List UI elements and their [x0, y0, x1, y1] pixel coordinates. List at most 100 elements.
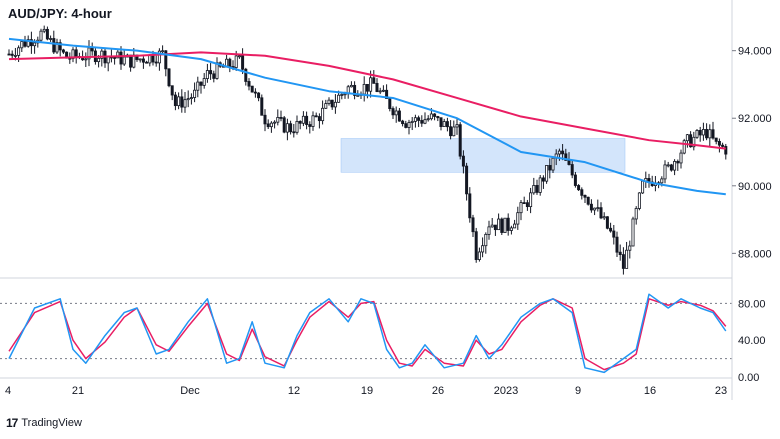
candle[interactable]: [513, 219, 517, 229]
candle[interactable]: [663, 160, 667, 184]
candle[interactable]: [138, 58, 142, 63]
candle[interactable]: [548, 158, 552, 179]
candle[interactable]: [410, 117, 414, 131]
candle[interactable]: [615, 231, 619, 258]
candle[interactable]: [106, 56, 110, 72]
candle[interactable]: [257, 92, 261, 102]
candle[interactable]: [401, 119, 405, 127]
candle[interactable]: [529, 187, 533, 214]
candle[interactable]: [45, 26, 49, 41]
candle[interactable]: [330, 99, 334, 110]
candle[interactable]: [426, 115, 430, 122]
candle[interactable]: [61, 48, 65, 55]
candle[interactable]: [647, 173, 651, 188]
candle[interactable]: [308, 121, 312, 134]
candle[interactable]: [497, 213, 501, 231]
candle[interactable]: [397, 108, 401, 122]
candle[interactable]: [407, 119, 411, 135]
resistance-zone[interactable]: [340, 138, 626, 173]
candle[interactable]: [551, 156, 555, 173]
candle[interactable]: [391, 106, 395, 120]
candle[interactable]: [474, 227, 478, 263]
candle[interactable]: [602, 212, 606, 220]
candle[interactable]: [74, 46, 78, 64]
candle[interactable]: [641, 180, 645, 194]
candle[interactable]: [538, 175, 542, 196]
candle[interactable]: [113, 56, 117, 65]
candle[interactable]: [241, 48, 245, 75]
candle[interactable]: [58, 39, 62, 57]
candle[interactable]: [55, 38, 59, 54]
candle[interactable]: [170, 85, 174, 101]
candle[interactable]: [282, 116, 286, 134]
candle[interactable]: [295, 115, 299, 135]
candle[interactable]: [445, 117, 449, 132]
candle[interactable]: [39, 28, 43, 42]
candle[interactable]: [244, 67, 248, 86]
candle[interactable]: [503, 217, 507, 233]
candle[interactable]: [228, 57, 232, 73]
candle[interactable]: [260, 94, 264, 116]
candle[interactable]: [173, 91, 177, 111]
candle[interactable]: [580, 187, 584, 200]
price-pane[interactable]: [7, 25, 728, 275]
candle[interactable]: [621, 247, 625, 275]
candle[interactable]: [154, 55, 158, 67]
candle[interactable]: [289, 120, 293, 135]
candle[interactable]: [634, 206, 638, 225]
candle[interactable]: [247, 78, 251, 91]
candle[interactable]: [676, 159, 680, 171]
candle[interactable]: [458, 122, 462, 160]
candle[interactable]: [196, 76, 200, 98]
candle[interactable]: [317, 113, 321, 129]
stochastic-k-line[interactable]: [8, 293, 727, 374]
candle[interactable]: [189, 93, 193, 105]
candle[interactable]: [276, 109, 280, 126]
candle[interactable]: [465, 162, 469, 201]
candle[interactable]: [321, 100, 325, 125]
candle[interactable]: [695, 129, 699, 139]
candle[interactable]: [90, 42, 94, 56]
candle[interactable]: [311, 111, 315, 131]
candle[interactable]: [717, 138, 721, 153]
candle[interactable]: [682, 138, 686, 155]
candle[interactable]: [692, 131, 696, 151]
candle[interactable]: [701, 122, 705, 141]
candle[interactable]: [714, 137, 718, 145]
candle[interactable]: [599, 202, 603, 220]
candle[interactable]: [250, 85, 254, 93]
candle[interactable]: [273, 120, 277, 129]
candle[interactable]: [525, 199, 529, 211]
candle[interactable]: [266, 119, 270, 130]
candle[interactable]: [650, 175, 654, 187]
candle[interactable]: [292, 123, 296, 138]
candle[interactable]: [413, 114, 417, 128]
candle[interactable]: [490, 217, 494, 228]
candle[interactable]: [618, 244, 622, 261]
candle[interactable]: [519, 200, 523, 221]
candle[interactable]: [199, 81, 203, 94]
candle[interactable]: [122, 49, 126, 66]
candle[interactable]: [471, 214, 475, 238]
candle[interactable]: [212, 70, 216, 83]
candle[interactable]: [23, 35, 27, 48]
candle[interactable]: [493, 224, 497, 236]
candle[interactable]: [561, 144, 565, 161]
candle[interactable]: [327, 97, 331, 106]
candle[interactable]: [535, 179, 539, 195]
candle[interactable]: [263, 109, 267, 132]
candle[interactable]: [324, 99, 328, 110]
candle[interactable]: [129, 54, 133, 72]
candle[interactable]: [333, 94, 337, 114]
candle[interactable]: [631, 216, 635, 247]
candle[interactable]: [724, 143, 728, 160]
candle[interactable]: [637, 192, 641, 211]
candle[interactable]: [708, 124, 712, 147]
candle[interactable]: [404, 120, 408, 129]
candle[interactable]: [685, 133, 689, 148]
candle[interactable]: [698, 126, 702, 142]
candle[interactable]: [705, 123, 709, 141]
candle[interactable]: [29, 31, 33, 54]
candle[interactable]: [673, 159, 677, 176]
candle[interactable]: [596, 199, 600, 212]
